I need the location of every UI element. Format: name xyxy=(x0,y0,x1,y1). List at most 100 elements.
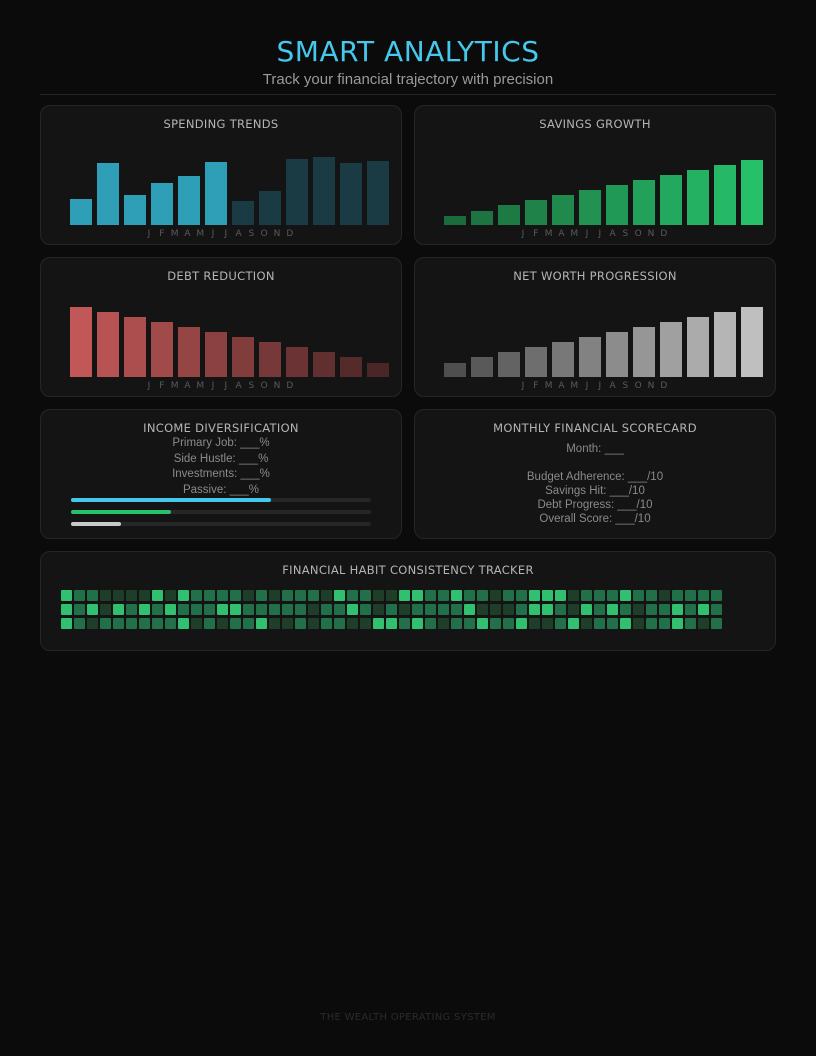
habit-cell xyxy=(555,618,566,629)
networth-tick-6: J xyxy=(585,381,589,391)
habit-cell xyxy=(74,618,85,629)
habit-cell xyxy=(529,590,540,601)
networth-tick-2: F xyxy=(533,381,538,391)
debt-tick-7: J xyxy=(223,381,227,391)
habit-cell xyxy=(581,618,592,629)
habit-cell xyxy=(282,590,293,601)
habit-cell xyxy=(672,618,683,629)
habit-cell xyxy=(659,590,670,601)
income-bar-fill-2 xyxy=(71,510,171,514)
networth-tick-5: M xyxy=(570,381,578,391)
debt-tick-1: J xyxy=(147,381,151,391)
spending-tick-7: J xyxy=(223,229,227,239)
habit-cell xyxy=(685,618,696,629)
habit-cell xyxy=(100,604,111,615)
spending-tick-2: F xyxy=(159,229,164,239)
networth-tick-12: D xyxy=(660,381,667,391)
income-primary-job: Primary Job: ___% xyxy=(172,437,270,449)
habit-cell xyxy=(568,618,579,629)
networth-bar-6 xyxy=(579,337,601,377)
habit-cell xyxy=(87,618,98,629)
debt-tick-5: M xyxy=(196,381,204,391)
habit-cell xyxy=(646,604,657,615)
habit-cell xyxy=(633,618,644,629)
habit-cell xyxy=(516,618,527,629)
spending-bar-11 xyxy=(340,163,362,225)
debt-bar-12 xyxy=(367,363,389,377)
income-diversification-title: INCOME DIVERSIFICATION xyxy=(143,421,299,435)
habit-cell xyxy=(334,618,345,629)
scorecard-lines: Budget Adherence: ___/10 Savings Hit: __… xyxy=(415,470,775,526)
habit-cell xyxy=(490,604,501,615)
habit-cell xyxy=(516,590,527,601)
habit-cell xyxy=(256,590,267,601)
networth-bar-12 xyxy=(741,307,763,377)
spending-bar-4 xyxy=(151,183,173,225)
habit-cell xyxy=(373,604,384,615)
habit-cell xyxy=(425,590,436,601)
spending-bar-2 xyxy=(97,163,119,225)
habit-cell xyxy=(594,590,605,601)
habit-cell xyxy=(126,604,137,615)
habit-cell xyxy=(412,618,423,629)
net-worth-title: NET WORTH PROGRESSION xyxy=(513,269,677,283)
habit-cell xyxy=(74,604,85,615)
habit-cell xyxy=(555,590,566,601)
scorecard-title: MONTHLY FINANCIAL SCORECARD xyxy=(493,421,697,435)
income-passive: Passive: ___% xyxy=(182,483,260,496)
debt-bar-6 xyxy=(205,332,227,377)
debt-tick-12: D xyxy=(286,381,293,391)
habit-cell xyxy=(503,604,514,615)
habit-cell xyxy=(672,590,683,601)
habit-cell xyxy=(451,590,462,601)
habit-cell xyxy=(568,604,579,615)
habit-cell xyxy=(360,604,371,615)
habit-cell xyxy=(477,604,488,615)
debt-tick-11: N xyxy=(274,381,281,391)
spending-bar-12 xyxy=(367,161,389,225)
debt-bar-7 xyxy=(232,337,254,377)
habit-cell xyxy=(152,590,163,601)
habit-cell xyxy=(347,590,358,601)
habit-cell xyxy=(139,590,150,601)
habit-cell xyxy=(165,618,176,629)
savings-bar-4 xyxy=(525,200,547,225)
habit-cell xyxy=(542,590,553,601)
habit-cell xyxy=(256,604,267,615)
page-header: SMART ANALYTICS Track your financial tra… xyxy=(0,34,816,90)
habit-cell xyxy=(204,618,215,629)
networth-bar-11 xyxy=(714,312,736,377)
habit-cell xyxy=(399,604,410,615)
spending-tick-4: A xyxy=(184,229,191,239)
footer-text: THE WEALTH OPERATING SYSTEM xyxy=(320,1012,496,1023)
habit-cell xyxy=(425,618,436,629)
habit-cell xyxy=(282,618,293,629)
scorecard-panel: MONTHLY FINANCIAL SCORECARD Month: ___ B… xyxy=(414,409,776,539)
habit-cell xyxy=(230,604,241,615)
habit-cell xyxy=(386,618,397,629)
income-side-hustle: Side Hustle: ___% xyxy=(173,452,269,465)
habit-cell xyxy=(87,604,98,615)
habit-cell xyxy=(139,604,150,615)
habit-cell xyxy=(399,618,410,629)
savings-bar-5 xyxy=(552,195,574,225)
habit-cell xyxy=(191,590,202,601)
habit-cell xyxy=(100,590,111,601)
scorecard-month: Month: ___ xyxy=(415,442,775,458)
savings-bar-3 xyxy=(498,205,520,225)
page-title: SMART ANALYTICS xyxy=(276,35,540,68)
networth-tick-10: O xyxy=(635,381,642,391)
networth-bar-2 xyxy=(471,357,493,377)
debt-tick-4: A xyxy=(184,381,191,391)
spending-tick-12: D xyxy=(286,229,293,239)
habit-cell xyxy=(152,618,163,629)
habit-cell xyxy=(373,618,384,629)
debt-tick-6: J xyxy=(211,381,215,391)
spending-bar-3 xyxy=(124,195,146,225)
habit-cell xyxy=(269,618,280,629)
habit-grid xyxy=(61,590,722,629)
